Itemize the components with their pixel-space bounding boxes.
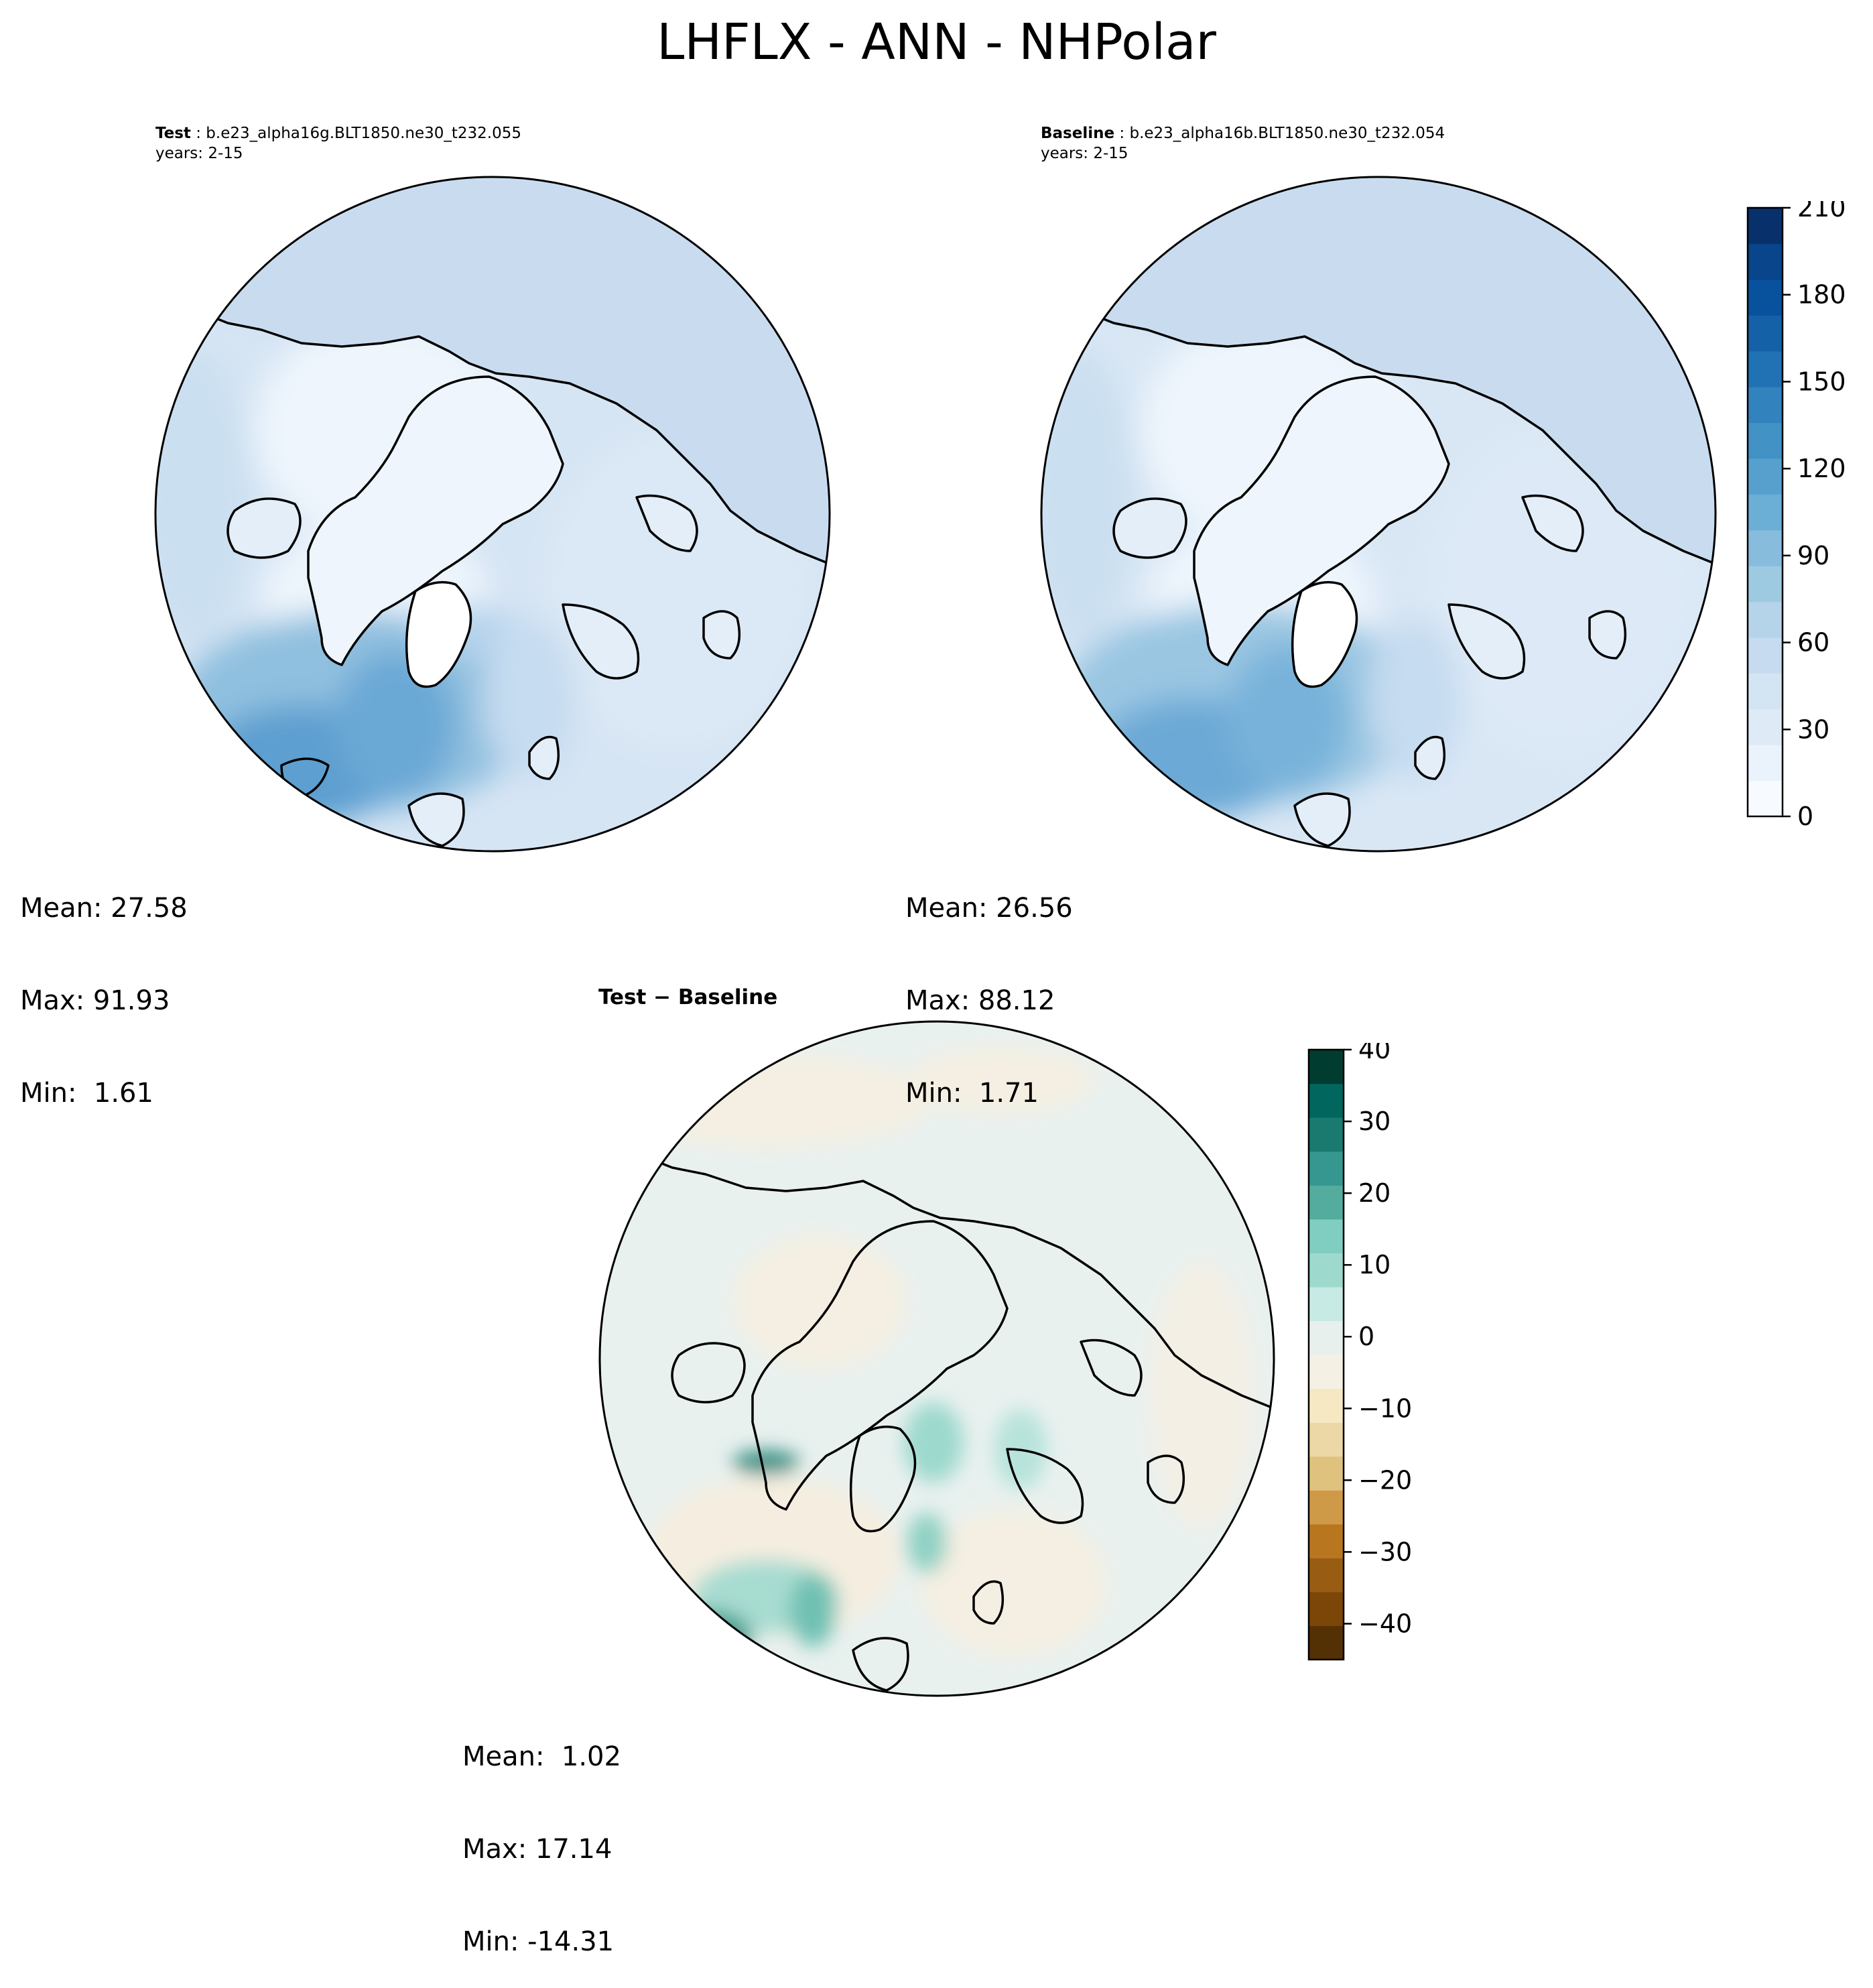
test-polar-map bbox=[154, 176, 831, 853]
main-colorbar-band bbox=[1748, 208, 1783, 245]
diff-colorbar-band bbox=[1309, 1286, 1344, 1322]
diff-stats: Mean: 1.02 Max: 17.14 Min: -14.31 bbox=[462, 1680, 621, 1988]
diff-colorbar-band bbox=[1309, 1524, 1344, 1558]
diff-colorbar-tick-label: 40 bbox=[1358, 1043, 1391, 1064]
main-colorbar-tick-label: 90 bbox=[1797, 541, 1829, 570]
main-colorbar-band bbox=[1748, 673, 1783, 710]
diff-colorbar-ticks: 40 30 20 10 0 −10 −20 −30 −40 bbox=[1344, 1043, 1412, 1638]
diff-colorbar: 40 30 20 10 0 −10 −20 −30 −40 bbox=[1307, 1043, 1412, 1661]
baseline-label: Baseline bbox=[1041, 125, 1115, 142]
diff-colorbar-band bbox=[1309, 1422, 1344, 1457]
diff-polar-map bbox=[598, 1020, 1275, 1697]
diff-colorbar-band bbox=[1309, 1253, 1344, 1288]
diff-colorbar-band bbox=[1309, 1320, 1344, 1355]
diff-colorbar-tick-label: 30 bbox=[1358, 1107, 1391, 1136]
test-years: years: 2-15 bbox=[155, 145, 243, 162]
baseline-polar-map bbox=[1040, 176, 1717, 853]
test-label: Test bbox=[155, 125, 191, 142]
diff-colorbar-tick-label: −10 bbox=[1358, 1393, 1412, 1423]
diff-colorbar-band bbox=[1309, 1219, 1344, 1253]
main-colorbar-band bbox=[1748, 458, 1783, 495]
diff-colorbar-band bbox=[1309, 1456, 1344, 1491]
main-colorbar-tick-label: 210 bbox=[1797, 201, 1846, 223]
diff-colorbar-tick-label: −40 bbox=[1358, 1609, 1412, 1638]
baseline-coastlines bbox=[1041, 177, 1716, 847]
main-colorbar-tick-label: 0 bbox=[1797, 802, 1813, 831]
main-colorbar-fill bbox=[1748, 208, 1783, 817]
baseline-max: Max: 88.12 bbox=[905, 985, 1055, 1016]
baseline-stats: Mean: 26.56 Max: 88.12 Min: 1.71 bbox=[905, 831, 1073, 1139]
main-colorbar-tick-label: 120 bbox=[1797, 454, 1846, 483]
diff-colorbar-band bbox=[1309, 1117, 1344, 1152]
test-map-boundary bbox=[154, 176, 831, 853]
main-colorbar: 0 30 60 90 120 150 180 210 bbox=[1746, 201, 1846, 831]
main-colorbar-tick-label: 150 bbox=[1797, 367, 1846, 396]
main-colorbar-band bbox=[1748, 780, 1783, 817]
main-colorbar-band bbox=[1748, 243, 1783, 280]
diff-max: Max: 17.14 bbox=[462, 1834, 612, 1865]
baseline-min: Min: 1.71 bbox=[905, 1078, 1039, 1109]
main-colorbar-band bbox=[1748, 566, 1783, 603]
diff-colorbar-band bbox=[1309, 1355, 1344, 1389]
baseline-case-name: b.e23_alpha16b.BLT1850.ne30_t232.054 bbox=[1129, 125, 1445, 142]
test-panel-header: Test : b.e23_alpha16g.BLT1850.ne30_t232.… bbox=[155, 123, 521, 164]
test-label-sep: : bbox=[190, 125, 206, 142]
diff-colorbar-band bbox=[1309, 1050, 1344, 1084]
diff-colorbar-band bbox=[1309, 1591, 1344, 1627]
test-case-name: b.e23_alpha16g.BLT1850.ne30_t232.055 bbox=[206, 125, 521, 142]
main-colorbar-band bbox=[1748, 351, 1783, 387]
main-colorbar-band bbox=[1748, 745, 1783, 782]
main-colorbar-band bbox=[1748, 637, 1783, 674]
diff-colorbar-band bbox=[1309, 1151, 1344, 1186]
diff-colorbar-tick-label: 20 bbox=[1358, 1178, 1391, 1208]
main-colorbar-band bbox=[1748, 387, 1783, 424]
baseline-panel-header: Baseline : b.e23_alpha16b.BLT1850.ne30_t… bbox=[1041, 123, 1445, 164]
diff-mean: Mean: 1.02 bbox=[462, 1741, 621, 1772]
diff-colorbar-tick-label: −30 bbox=[1358, 1537, 1412, 1566]
main-colorbar-tick-label: 180 bbox=[1797, 280, 1846, 310]
main-colorbar-band bbox=[1748, 530, 1783, 566]
diff-colorbar-frame bbox=[1307, 1048, 1345, 1661]
baseline-label-sep: : bbox=[1114, 125, 1130, 142]
test-min: Min: 1.61 bbox=[20, 1078, 153, 1109]
diff-min: Min: -14.31 bbox=[462, 1926, 615, 1957]
diff-colorbar-band bbox=[1309, 1490, 1344, 1525]
baseline-mean: Mean: 26.56 bbox=[905, 893, 1073, 924]
test-coastlines bbox=[155, 177, 830, 847]
baseline-map-boundary bbox=[1040, 176, 1717, 853]
main-colorbar-band bbox=[1748, 315, 1783, 352]
test-max: Max: 91.93 bbox=[20, 985, 170, 1016]
diff-colorbar-band bbox=[1309, 1083, 1344, 1118]
diff-colorbar-band bbox=[1309, 1558, 1344, 1593]
main-colorbar-tick-label: 60 bbox=[1797, 628, 1829, 658]
main-colorbar-band bbox=[1748, 494, 1783, 531]
main-colorbar-band bbox=[1748, 279, 1783, 316]
diff-colorbar-fill bbox=[1309, 1050, 1344, 1660]
test-mean: Mean: 27.58 bbox=[20, 893, 188, 924]
diff-panel-title: Test − Baseline bbox=[598, 985, 778, 1009]
diff-colorbar-band bbox=[1309, 1185, 1344, 1220]
baseline-years: years: 2-15 bbox=[1041, 145, 1128, 162]
main-colorbar-frame bbox=[1746, 206, 1784, 818]
diff-colorbar-tick-label: −20 bbox=[1358, 1465, 1412, 1495]
test-stats: Mean: 27.58 Max: 91.93 Min: 1.61 bbox=[20, 831, 188, 1139]
diff-coastlines bbox=[600, 1150, 1274, 1692]
main-colorbar-band bbox=[1748, 601, 1783, 638]
figure-title: LHFLX - ANN - NHPolar bbox=[657, 13, 1216, 71]
diff-map-boundary bbox=[598, 1020, 1275, 1697]
main-colorbar-ticks: 0 30 60 90 120 150 180 210 bbox=[1783, 201, 1846, 831]
diff-colorbar-band bbox=[1309, 1388, 1344, 1423]
diff-colorbar-band bbox=[1309, 1625, 1344, 1660]
diff-colorbar-tick-label: 10 bbox=[1358, 1250, 1391, 1280]
diff-colorbar-tick-label: 0 bbox=[1358, 1322, 1374, 1351]
main-colorbar-band bbox=[1748, 422, 1783, 459]
main-colorbar-band bbox=[1748, 708, 1783, 745]
main-colorbar-tick-label: 30 bbox=[1797, 715, 1829, 744]
